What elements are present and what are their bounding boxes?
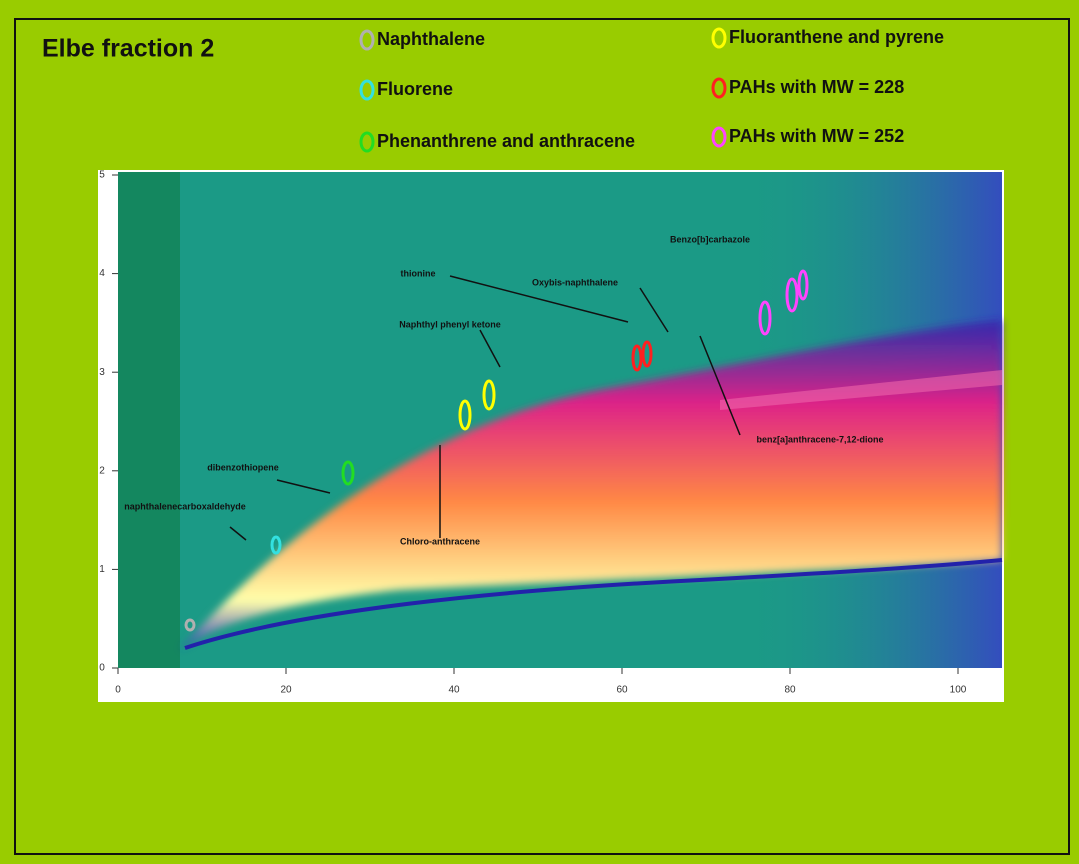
title: Elbe fraction 2	[42, 35, 214, 63]
y-tick-label: 2	[99, 465, 105, 476]
annotation: naphthalenecarboxaldehyde	[124, 501, 246, 511]
legend-label: PAHs with MW = 228	[729, 77, 904, 97]
x-tick-label: 0	[115, 685, 121, 696]
x-tick-label: 40	[448, 685, 460, 696]
annotation: dibenzothiopene	[207, 462, 279, 472]
y-tick-label: 1	[99, 564, 105, 575]
y-tick-label: 4	[99, 268, 105, 279]
legend-label: PAHs with MW = 252	[729, 126, 904, 146]
x-tick-label: 20	[280, 685, 292, 696]
legend-label: Naphthalene	[377, 29, 485, 49]
page: Elbe fraction 2 Naphthalene Fluorene Phena…	[0, 0, 1079, 859]
y-tick-label: 0	[99, 663, 105, 674]
annotation: benz[a]anthracene-7,12-dione	[756, 434, 883, 444]
x-tick-label: 60	[616, 685, 628, 696]
annotation: Chloro-anthracene	[400, 536, 480, 546]
annotation: Benzo[b]carbazole	[670, 234, 750, 244]
y-tick-label: 3	[99, 367, 105, 378]
slide: Elbe fraction 2 Naphthalene Fluorene Phena…	[0, 0, 1079, 859]
x-tick-label: 100	[950, 685, 967, 696]
annotation: Naphthyl phenyl ketone	[399, 319, 501, 329]
y-tick-label: 5	[99, 170, 105, 181]
legend-label: Phenanthrene and anthracene	[377, 131, 635, 151]
annotation: thionine	[401, 268, 436, 278]
legend-label: Fluorene	[377, 79, 453, 99]
x-tick-label: 80	[784, 685, 796, 696]
annotation: Oxybis-naphthalene	[532, 277, 618, 287]
legend-label: Fluoranthene and pyrene	[729, 27, 944, 47]
